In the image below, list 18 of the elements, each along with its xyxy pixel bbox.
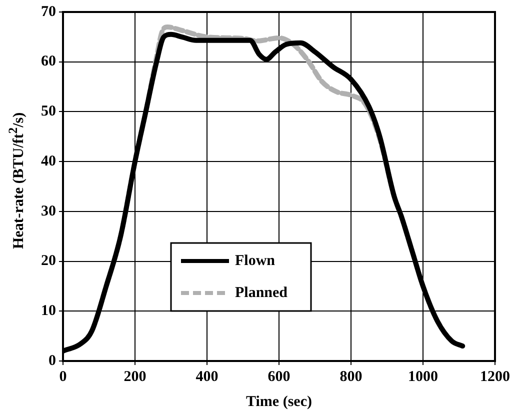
y-tick-label: 50 [41, 104, 56, 120]
y-tick-label: 40 [41, 153, 56, 170]
y-tick-label: 20 [41, 253, 56, 270]
legend-label: Flown [235, 252, 276, 269]
legend-label: Planned [235, 284, 288, 301]
y-tick-label: 70 [41, 4, 56, 20]
x-tick-label: 0 [59, 368, 67, 385]
x-tick-label: 1200 [480, 368, 510, 385]
x-tick-label: 400 [196, 368, 218, 385]
x-tick-label: 1000 [408, 368, 438, 385]
y-tick-label: 30 [41, 203, 56, 220]
y-tick-label: 60 [41, 54, 56, 70]
x-tick-label: 200 [124, 368, 146, 385]
x-tick-label: 800 [340, 368, 362, 385]
y-tick-label: 0 [48, 352, 56, 369]
x-axis-title: Time (sec) [246, 394, 312, 410]
y-tick-label: 10 [41, 303, 56, 320]
x-tick-label: 600 [268, 368, 290, 385]
